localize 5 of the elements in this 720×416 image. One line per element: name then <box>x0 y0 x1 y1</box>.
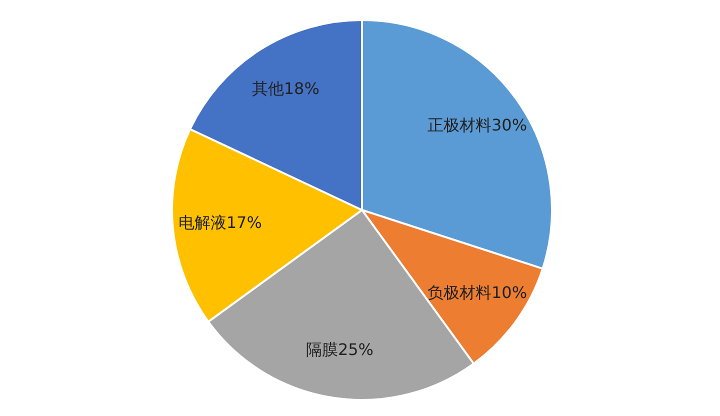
slice-label: 电解液17% <box>178 212 262 232</box>
slice-label: 负极材料10% <box>428 283 528 302</box>
slice-label: 隔膜25% <box>306 340 374 360</box>
slice-label: 其他18% <box>252 79 320 98</box>
slice-label: 正极材料30% <box>428 116 528 135</box>
